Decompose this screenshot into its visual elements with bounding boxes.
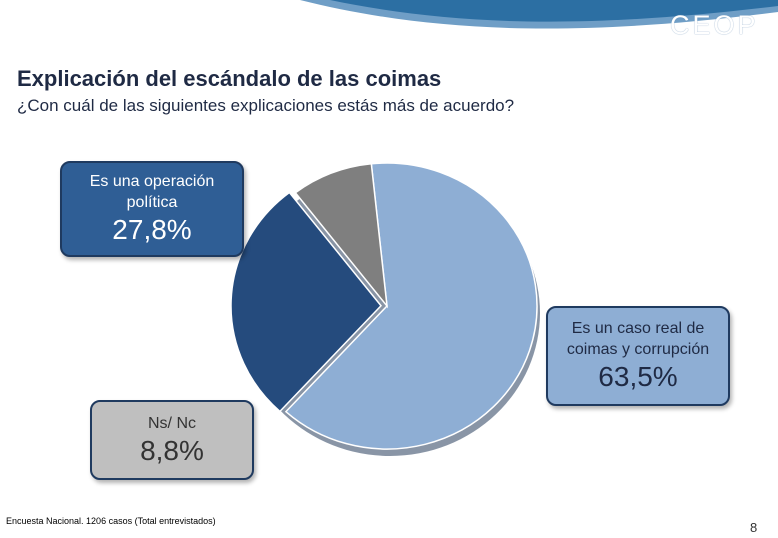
slice-label: Es un caso real de coimas y corrupción bbox=[566, 320, 710, 358]
slice-label-box: Es una operación política 27,8% bbox=[60, 161, 244, 257]
pie-slice bbox=[284, 162, 538, 450]
page-number: 8 bbox=[750, 520, 758, 535]
slice-label: Es una operación política bbox=[89, 173, 215, 211]
logo-sub: LATAM bbox=[690, 42, 736, 51]
slice-value-label: 27,8% bbox=[112, 214, 192, 245]
slice-label-box: Ns/ Nc 8,8% bbox=[90, 400, 254, 480]
source-note: Encuesta Nacional. 1206 casos (Total ent… bbox=[6, 516, 216, 526]
chart-subtitle: ¿Con cuál de las siguientes explicacione… bbox=[17, 96, 515, 115]
slice-value-label: 8,8% bbox=[140, 434, 204, 466]
slice-label: Ns/ Nc bbox=[148, 414, 196, 432]
logo: CEOP bbox=[670, 10, 759, 40]
header-wave bbox=[330, 0, 778, 22]
slice-value-label: 63,5% bbox=[598, 361, 678, 392]
chart-title: Explicación del escándalo de las coimas bbox=[17, 66, 442, 91]
pie-slice bbox=[294, 162, 389, 309]
pie-slice bbox=[230, 191, 383, 413]
slice-label-box: Es un caso real de coimas y corrupción 63… bbox=[546, 306, 730, 406]
